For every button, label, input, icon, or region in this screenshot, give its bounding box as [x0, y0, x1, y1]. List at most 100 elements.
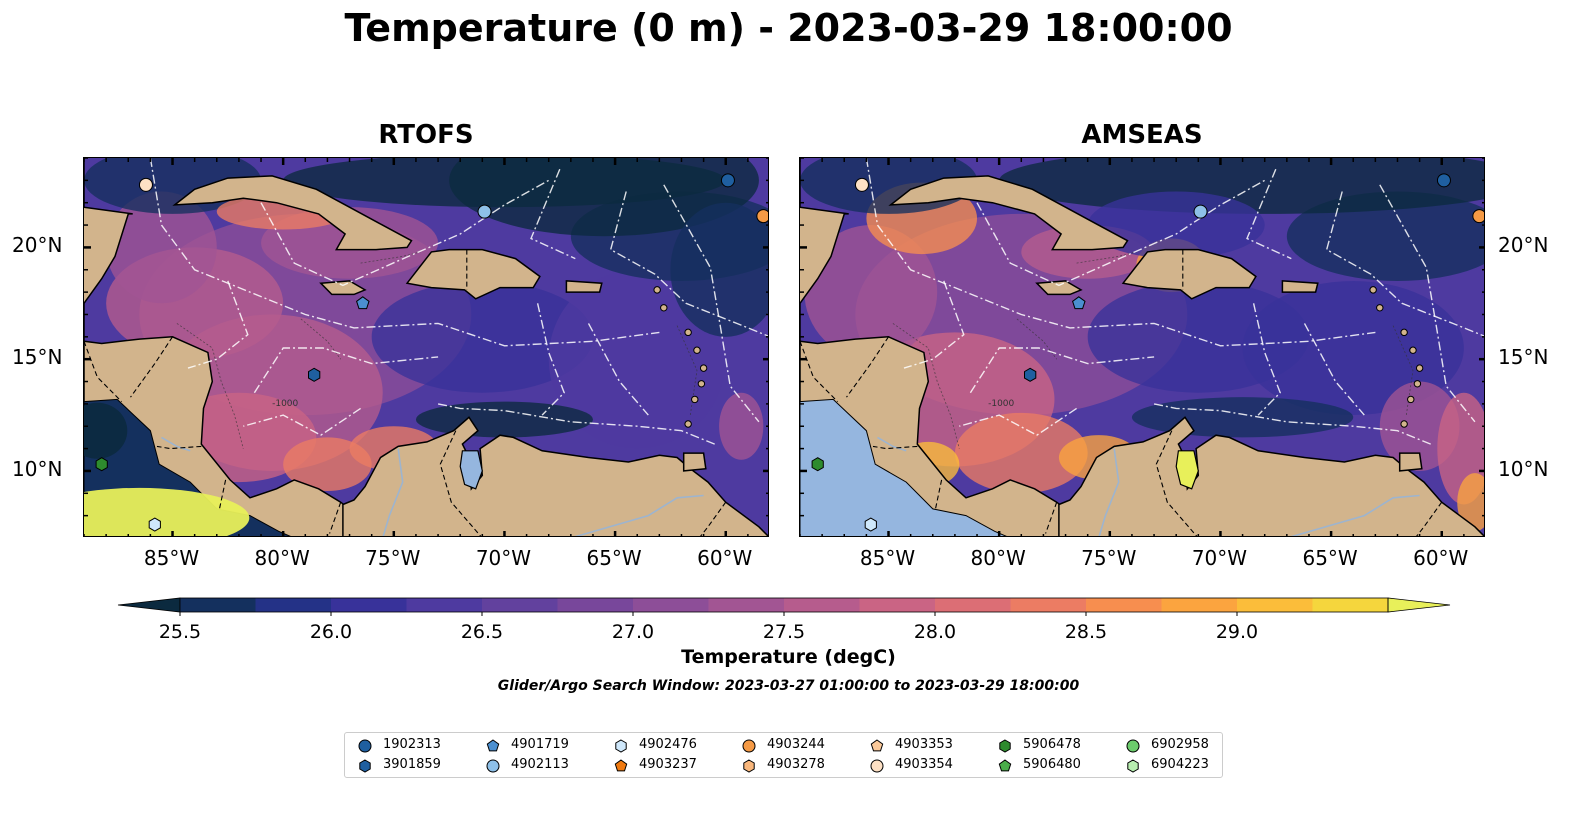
legend-label: 4902476	[639, 737, 697, 752]
lat-tick-label-left: 20°N	[12, 233, 63, 258]
lon-tick-label: 65°W	[586, 546, 642, 570]
bathymetry-contour	[176, 323, 244, 449]
eez-boundary	[437, 403, 715, 445]
colorbar-tick-label: 28.5	[1065, 621, 1107, 643]
lat-tick-label-left: 15°N	[12, 345, 63, 370]
eez-boundary	[865, 158, 1376, 347]
temperature-patch	[954, 412, 1088, 494]
temperature-patch	[283, 437, 372, 492]
island	[697, 380, 706, 388]
colorbar-tick-label: 25.5	[159, 621, 201, 643]
island	[653, 286, 661, 294]
float-marker-4903354	[854, 177, 869, 192]
bathymetry-contour	[1392, 325, 1414, 416]
land-jamaica	[1035, 280, 1083, 296]
temperature-patch	[548, 269, 726, 449]
float-marker-3901859	[308, 367, 321, 382]
land-hispaniola	[405, 248, 541, 300]
colorbar-extend-high	[1387, 597, 1451, 613]
eez-boundary	[536, 303, 566, 416]
lon-tick-label: 85°W	[143, 546, 200, 570]
colorbar-segment	[859, 598, 936, 612]
island	[660, 304, 668, 312]
temperature-patch	[371, 280, 593, 393]
bathymetry-contour	[892, 323, 960, 449]
legend-label: 1902313	[383, 737, 441, 752]
country-border	[329, 502, 342, 534]
colorbar-tick-label: 26.0	[310, 621, 352, 643]
lon-tick-label: 75°W	[1081, 546, 1137, 570]
colorbar: 25.5 26.0 26.5 27.0 27.5 28.0 28.5 29.0	[117, 597, 1451, 643]
colorbar-segment	[1312, 598, 1389, 612]
float-marker-4903244	[756, 209, 768, 224]
river	[877, 436, 907, 452]
float-marker-4902113	[1193, 204, 1208, 219]
lat-tick-label-right: 15°N	[1498, 345, 1549, 370]
river	[1290, 494, 1420, 536]
land-trinidad	[682, 452, 707, 472]
figure-title: Temperature (0 m) - 2023-03-29 18:00:00	[344, 6, 1233, 50]
land-puertorico	[565, 280, 603, 293]
bathymetry-contour	[1016, 318, 1058, 360]
legend-label: 4903353	[895, 737, 953, 752]
legend-label: 4903278	[767, 757, 825, 772]
lake-maracaibo	[459, 450, 483, 490]
map-amseas: -1000	[799, 157, 1485, 537]
legend-marker	[870, 739, 884, 752]
eez-boundary	[1153, 403, 1431, 445]
river	[382, 448, 404, 536]
float-marker-4902476	[148, 517, 161, 532]
colorbar-segment	[784, 598, 860, 612]
lat-tick-label-left: 10°N	[12, 456, 63, 481]
island	[1376, 304, 1384, 312]
colorbar-tick-label: 27.5	[763, 621, 805, 643]
float-marker-3901859	[1024, 367, 1037, 382]
temperature-patch	[106, 191, 217, 304]
temperature-patch	[1131, 397, 1354, 438]
country-border	[872, 445, 918, 450]
island	[1400, 420, 1408, 428]
eez-boundary	[587, 323, 649, 416]
island	[1407, 395, 1415, 404]
legend-label: 6902958	[1151, 737, 1209, 752]
lat-tick-label-right: 20°N	[1498, 233, 1549, 258]
float-marker-4903354	[138, 177, 153, 192]
legend-label: 6904223	[1151, 757, 1209, 772]
eez-boundary	[663, 184, 760, 423]
country-border	[218, 479, 227, 512]
legend-marker	[486, 759, 500, 773]
country-border	[846, 336, 889, 398]
land-southam	[1058, 416, 1484, 536]
map-rtofs: -1000	[83, 157, 769, 537]
float-marker-1902313	[720, 173, 735, 188]
colorbar-extend-low	[117, 597, 181, 613]
eez-boundary	[243, 407, 361, 437]
island	[1400, 328, 1408, 337]
colorbar-segment	[180, 598, 256, 612]
country-border	[84, 341, 122, 402]
legend-label: 4902113	[511, 757, 569, 772]
legend-marker	[743, 759, 755, 773]
float-marker-4901719	[1072, 296, 1086, 310]
contour-label: -1000	[272, 399, 298, 409]
eez-boundary	[1303, 323, 1365, 416]
temperature-patch	[84, 402, 128, 459]
eez-boundary	[1325, 191, 1484, 337]
colorbar-label: Temperature (degC)	[681, 646, 896, 668]
lake-maracaibo	[1175, 450, 1199, 490]
colorbar-tick-label: 26.5	[461, 621, 503, 643]
land-cuba	[888, 175, 1129, 251]
land-cuba	[172, 175, 413, 251]
temperature-patch	[1242, 280, 1464, 416]
eez-boundary	[1246, 168, 1292, 260]
colorbar-segment	[708, 598, 785, 612]
country-border	[800, 341, 838, 402]
island	[699, 364, 708, 372]
legend-label: 4903354	[895, 757, 953, 772]
island	[684, 328, 692, 337]
temperature-patch	[719, 392, 764, 460]
legend-marker	[1126, 739, 1140, 753]
lon-tick-label: 70°W	[1191, 546, 1248, 570]
search-window-text: Glider/Argo Search Window: 2023-03-27 01…	[497, 678, 1080, 694]
country-border	[1416, 501, 1443, 536]
